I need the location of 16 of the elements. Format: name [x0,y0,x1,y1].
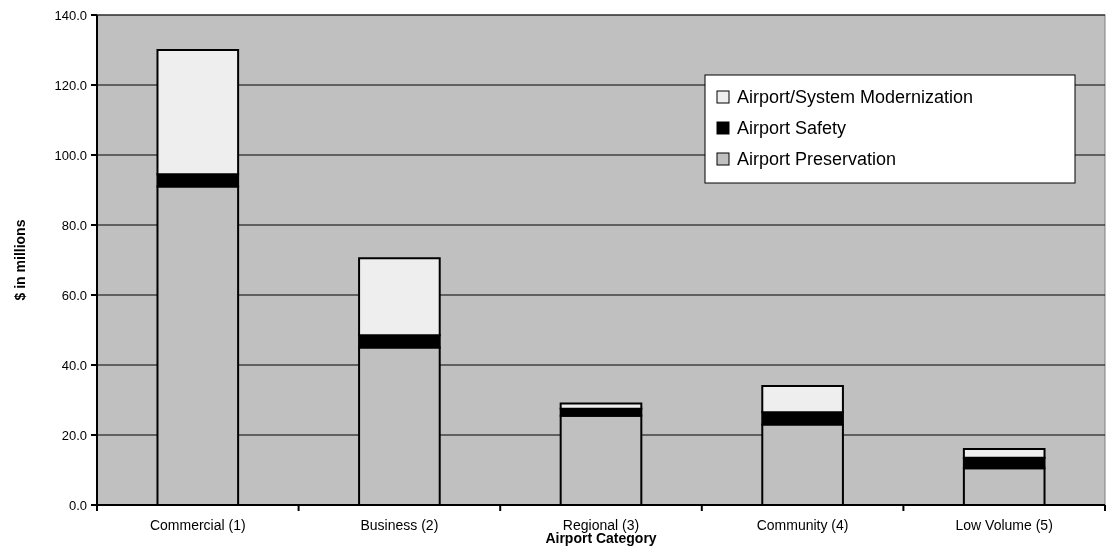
y-tick-label: 80.0 [61,217,87,233]
y-tick-label: 120.0 [54,77,87,93]
legend-label: Airport/System Modernization [737,87,974,108]
legend-label: Airport Safety [737,118,847,139]
y-tick-label: 40.0 [61,357,87,373]
y-tick-label: 100.0 [54,147,87,163]
y-tick-label: 60.0 [61,287,87,303]
y-axis-title: $ in millions [12,219,28,301]
y-tick-label: 0.0 [68,497,87,513]
y-tick-label: 20.0 [61,427,87,443]
x-tick-label: Business (2) [360,517,439,533]
x-tick-label: Commercial (1) [149,517,246,533]
x-tick-label: Community (4) [756,517,849,533]
legend-label: Airport Preservation [737,149,897,170]
y-tick-label: 140.0 [54,7,87,23]
x-tick-label: Low Volume (5) [955,517,1053,533]
